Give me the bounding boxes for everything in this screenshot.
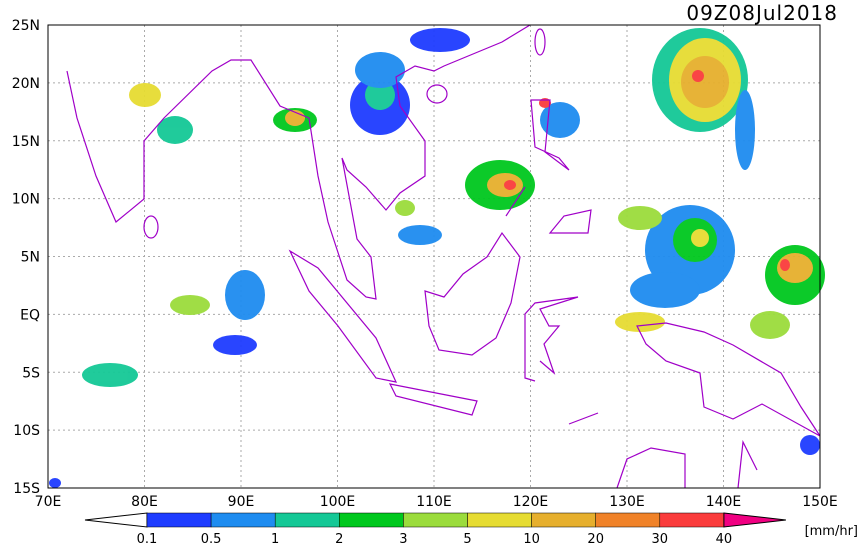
colorbar-segment [210, 512, 276, 528]
lat-label: 10S [13, 423, 40, 439]
lat-label: 25N [12, 18, 40, 34]
colorbar-label: 30 [652, 532, 669, 544]
colorbar-segment [146, 512, 212, 528]
map-frame [47, 24, 821, 489]
lon-label: 140E [706, 494, 742, 510]
lat-label: 20N [12, 76, 40, 92]
colorbar-segment [659, 512, 725, 528]
colorbar: 0.1 0.5 1 2 3 5 10 20 30 40 [mm/hr] [84, 512, 858, 544]
title: 09Z08Jul2018 [686, 1, 838, 25]
colorbar-segment [403, 512, 468, 528]
lon-label: 120E [513, 494, 549, 510]
colorbar-segment [467, 512, 532, 528]
lon-label: 70E [35, 494, 62, 510]
colorbar-segment [274, 512, 340, 528]
lat-label: EQ [20, 307, 40, 323]
lon-label: 110E [416, 494, 452, 510]
colorbar-label: 40 [716, 532, 733, 544]
rain-areas [49, 28, 825, 488]
lon-label: 90E [228, 494, 255, 510]
colorbar-segment [531, 512, 596, 528]
lon-label: 100E [320, 494, 356, 510]
lat-label: 5N [21, 250, 40, 266]
colorbar-above [723, 512, 786, 528]
colorbar-label: 2 [335, 532, 343, 544]
lon-label: 80E [131, 494, 158, 510]
colorbar-label: 20 [587, 532, 604, 544]
lat-label: 15N [12, 134, 40, 150]
lat-label: 5S [22, 365, 40, 381]
lon-label: 130E [609, 494, 645, 510]
colorbar-unit: [mm/hr] [805, 524, 858, 539]
colorbar-segment [595, 512, 661, 528]
colorbar-label: 0.5 [201, 532, 222, 544]
lon-label: 150E [802, 494, 838, 510]
colorbar-segment [339, 512, 404, 528]
coastlines [66, 24, 821, 489]
colorbar-label: 5 [463, 532, 471, 544]
colorbar-label: 1 [271, 532, 279, 544]
colorbar-label: 10 [523, 532, 540, 544]
lat-label: 15S [13, 481, 40, 497]
colorbar-label: 3 [399, 532, 407, 544]
colorbar-label: 0.1 [137, 532, 158, 544]
grid [48, 25, 820, 488]
lat-label: 10N [12, 192, 40, 208]
